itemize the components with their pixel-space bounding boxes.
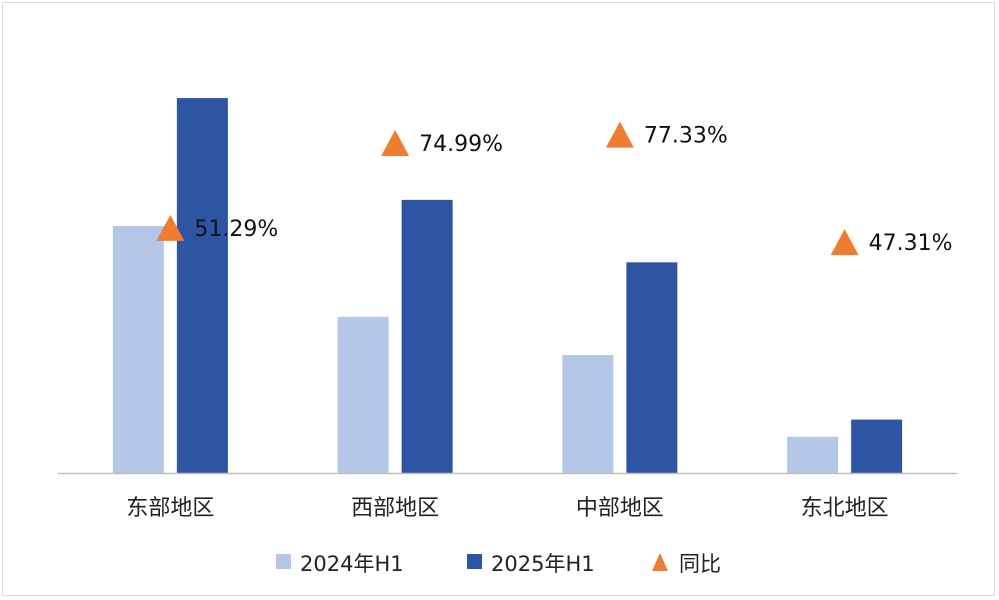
category-label: 东部地区 (126, 496, 214, 521)
category-label: 西部地区 (351, 496, 439, 521)
legend: 2024年H1 2025年H1 同比 (276, 552, 721, 576)
bar-2025-2 (401, 199, 453, 473)
bar-2025-3 (626, 262, 678, 473)
yoy-marker (381, 129, 410, 156)
yoy-marker (605, 121, 634, 148)
bar-2024-3 (562, 355, 614, 473)
yoy-label: 47.31% (869, 231, 953, 256)
bar-2025-1 (176, 98, 228, 473)
category-label: 中部地区 (576, 496, 664, 521)
yoy-label: 74.99% (419, 132, 503, 157)
yoy-label: 77.33% (644, 124, 728, 149)
bar-2024-4 (787, 436, 839, 473)
yoy-marker (830, 229, 859, 256)
bar-2024-2 (337, 316, 389, 473)
legend-swatch-2024 (276, 554, 291, 569)
bar-2025-4 (851, 419, 903, 473)
yoy-label: 51.29% (194, 217, 278, 242)
legend-label-2024: 2024年H1 (300, 552, 404, 576)
legend-label-2025: 2025年H1 (491, 552, 595, 576)
legend-marker-yoy (652, 553, 668, 571)
yoy-marker (156, 214, 185, 241)
yoy-markers: 51.29% 74.99% 77.33% 47.31% (156, 121, 953, 256)
bar-2024-1 (112, 226, 164, 473)
category-labels: 东部地区 西部地区 中部地区 东北地区 (126, 496, 888, 521)
legend-swatch-2025 (467, 554, 482, 569)
category-label: 东北地区 (801, 496, 889, 521)
bars-layer (112, 98, 903, 473)
legend-label-yoy: 同比 (679, 552, 721, 576)
